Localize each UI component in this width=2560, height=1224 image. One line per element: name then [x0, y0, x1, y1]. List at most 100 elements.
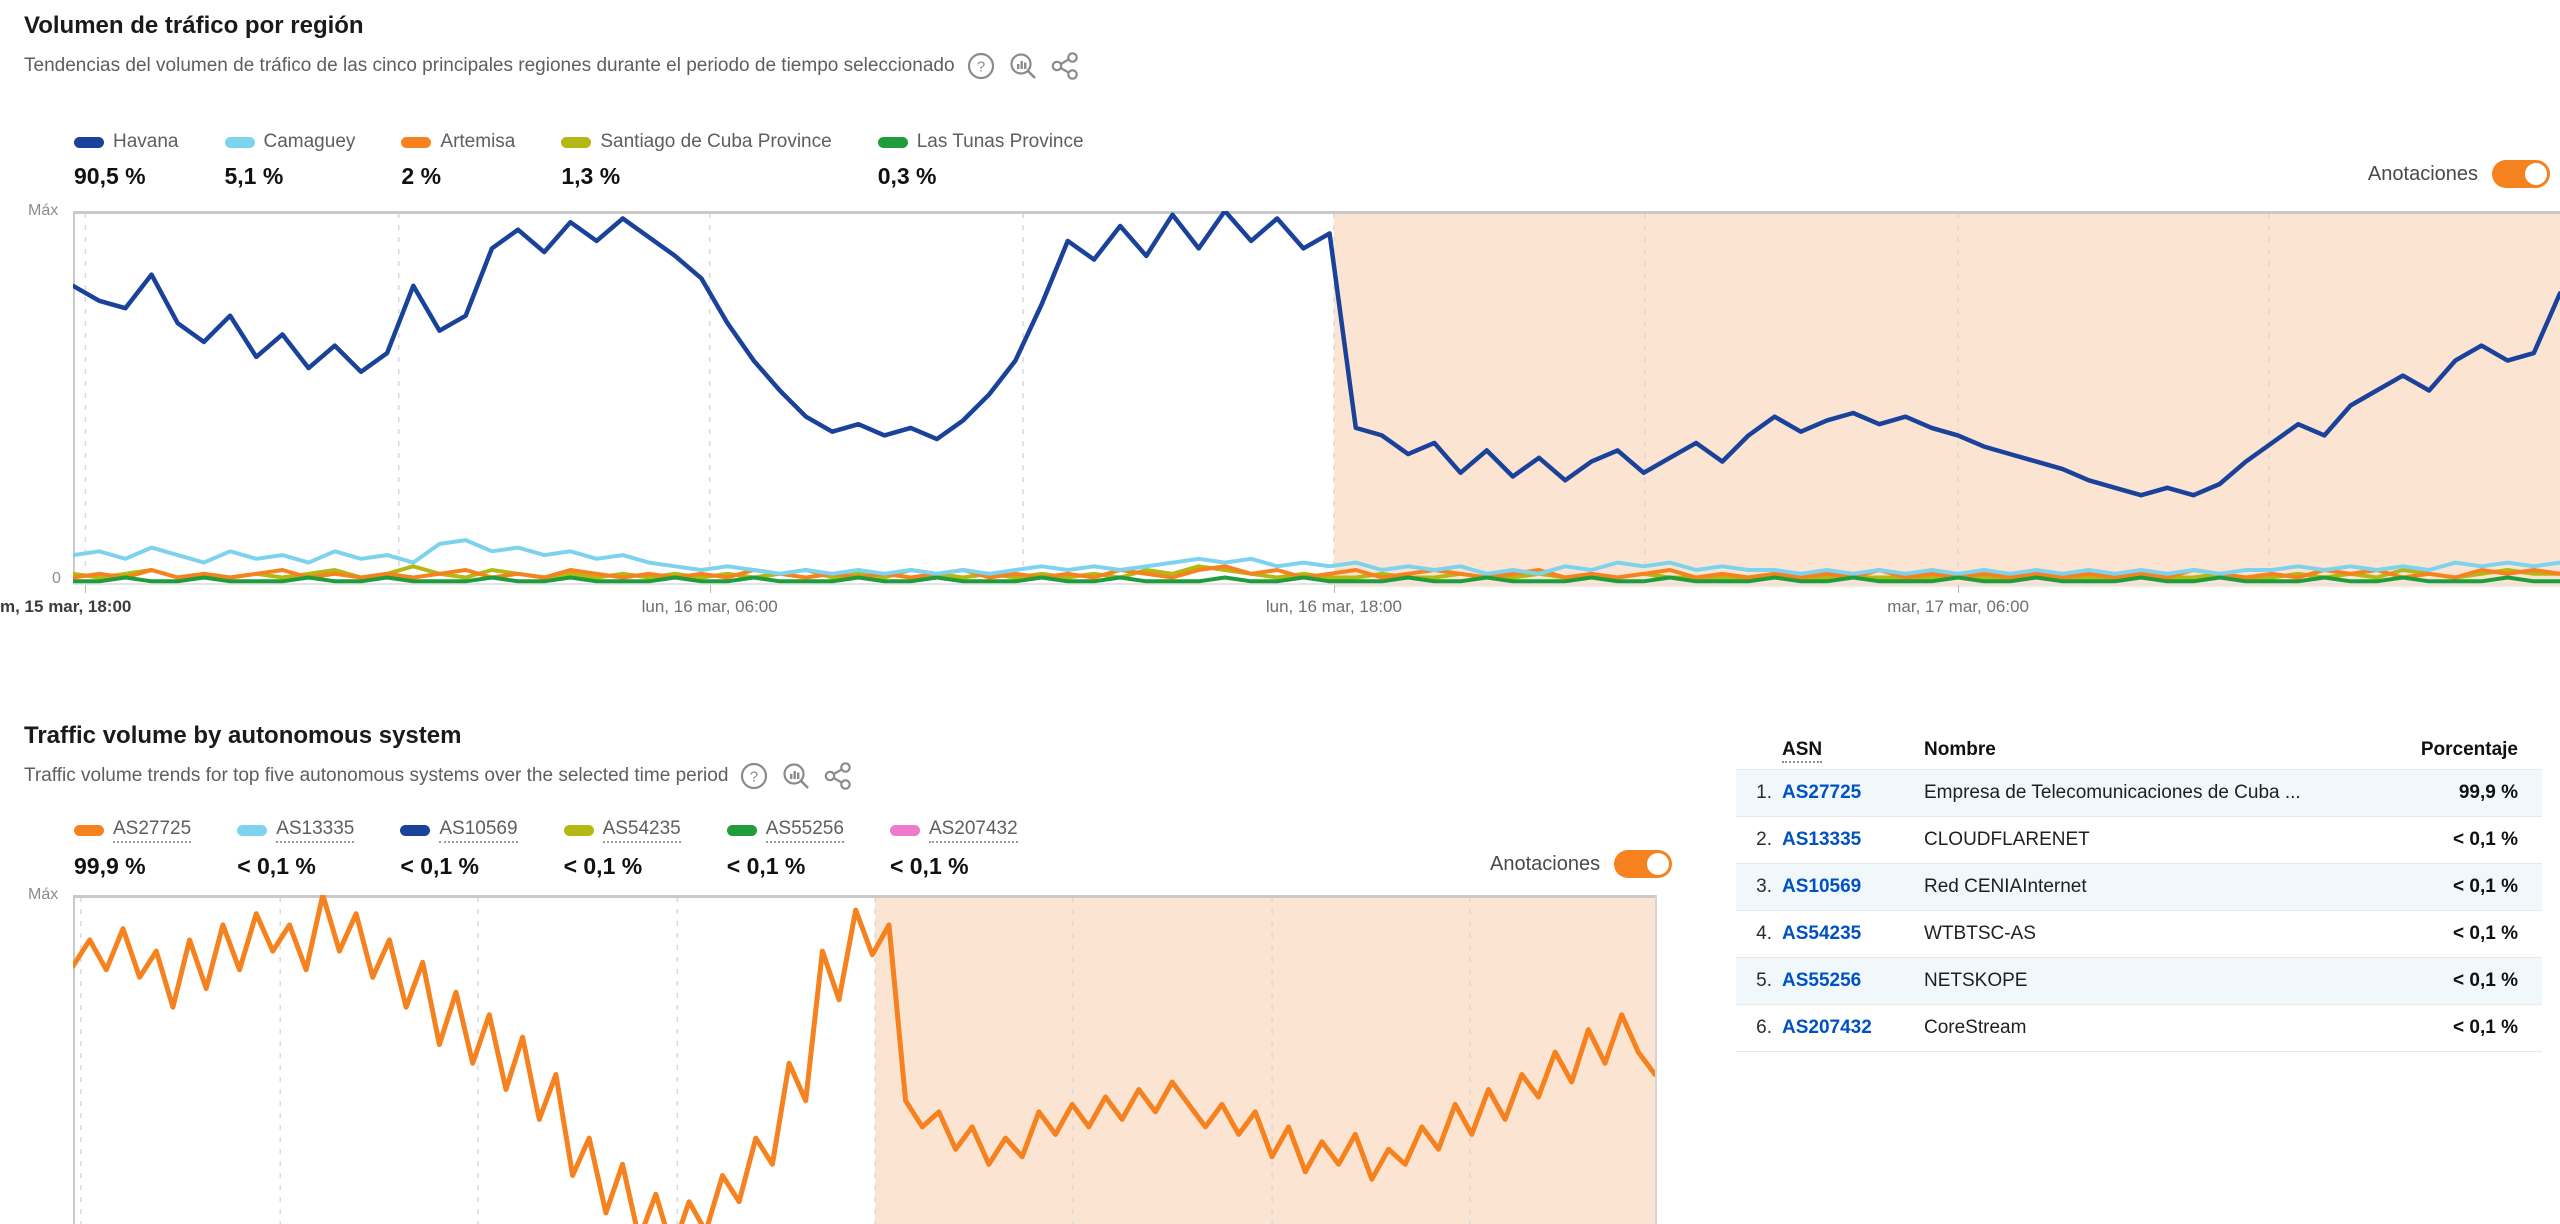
row-rank: 2. — [1756, 829, 1772, 850]
explore-chart-icon[interactable] — [780, 760, 812, 792]
chart-canvas — [73, 211, 2560, 587]
legend-value: 5,1 % — [224, 163, 284, 189]
asn-link[interactable]: AS207432 — [1782, 1017, 1872, 1038]
asn-legend: AS27725 99,9 % AS13335 < 0,1 % AS10569 < 0,1 … — [74, 818, 1064, 880]
legend-swatch — [563, 825, 594, 836]
legend-item-as55256[interactable]: AS55256 < 0,1 % — [726, 818, 844, 880]
legend-label[interactable]: AS54235 — [602, 818, 681, 843]
y-max-label: Máx — [28, 886, 59, 903]
legend-item-as54235[interactable]: AS54235 < 0,1 % — [563, 818, 681, 880]
row-rank: 4. — [1756, 923, 1772, 944]
legend-item-as10569[interactable]: AS10569 < 0,1 % — [400, 818, 518, 880]
toggle-knob — [1647, 853, 1670, 875]
legend-item-as207432[interactable]: AS207432 < 0,1 % — [889, 818, 1018, 880]
annotations-label: Anotaciones — [1490, 852, 1601, 875]
legend-item-las-tunas-province[interactable]: Las Tunas Province 0,3 % — [877, 131, 1084, 190]
legend-value: 90,5 % — [74, 163, 146, 189]
asn-table: ASN Nombre Porcentaje 1. AS27725 Empresa d… — [1736, 731, 2542, 1052]
x-axis-label: m, 15 mar, 18:00 — [0, 597, 132, 616]
x-axis-tick — [709, 585, 711, 593]
asn-link[interactable]: AS54235 — [1782, 923, 1862, 944]
region-traffic-chart[interactable] — [73, 211, 2560, 587]
asn-table-header: ASN Nombre Porcentaje — [1736, 731, 2542, 769]
help-icon[interactable]: ? — [965, 50, 997, 82]
annotations-toggle[interactable] — [2492, 160, 2550, 188]
asn-name: WTBTSC-AS — [1924, 923, 2036, 944]
asn-link[interactable]: AS10569 — [1782, 876, 1862, 897]
asn-percentage: < 0,1 % — [2453, 923, 2518, 944]
legend-value: 1,3 % — [561, 163, 621, 189]
share-icon[interactable] — [822, 760, 854, 792]
legend-item-as13335[interactable]: AS13335 < 0,1 % — [237, 818, 355, 880]
x-axis-label: lun, 16 mar, 18:00 — [1265, 597, 1402, 616]
y-zero-label: 0 — [52, 570, 61, 587]
table-row: 2. AS13335 CLOUDFLARENET < 0,1 % — [1736, 816, 2542, 863]
legend-swatch — [561, 136, 592, 148]
y-max-label: Máx — [28, 202, 59, 219]
legend-value: 99,9 % — [74, 853, 146, 879]
region-section-subtitle: Tendencias del volumen de tráfico de las… — [24, 55, 955, 76]
row-rank: 6. — [1756, 1017, 1772, 1038]
legend-label[interactable]: AS10569 — [439, 818, 518, 843]
legend-item-havana[interactable]: Havana 90,5 % — [74, 131, 179, 190]
legend-item-as27725[interactable]: AS27725 99,9 % — [74, 818, 192, 880]
x-axis-label: lun, 16 mar, 06:00 — [641, 597, 778, 616]
legend-swatch — [224, 136, 255, 148]
table-header-nombre: Nombre — [1924, 739, 1996, 760]
legend-swatch — [74, 136, 104, 148]
svg-text:?: ? — [750, 769, 758, 786]
explore-chart-icon[interactable] — [1007, 50, 1039, 82]
region-section-title: Volumen de tráfico por región — [24, 12, 364, 39]
legend-swatch — [401, 136, 432, 148]
asn-link[interactable]: AS55256 — [1782, 970, 1862, 991]
asn-traffic-chart[interactable] — [73, 895, 1657, 1224]
legend-item-santiago-de-cuba-province[interactable]: Santiago de Cuba Province 1,3 % — [561, 131, 832, 190]
table-header-porcentaje: Porcentaje — [2420, 739, 2518, 760]
legend-label: Artemisa — [440, 131, 516, 152]
legend-swatch — [726, 825, 757, 836]
row-rank: 3. — [1756, 876, 1772, 897]
chart-line-as27725 — [73, 895, 1655, 1224]
region-annotations-control: Anotaciones — [2368, 160, 2550, 188]
legend-value: 2 % — [401, 163, 442, 189]
asn-name: CLOUDFLARENET — [1924, 829, 2090, 850]
table-row: 4. AS54235 WTBTSC-AS < 0,1 % — [1736, 910, 2542, 957]
table-row: 5. AS55256 NETSKOPE < 0,1 % — [1736, 957, 2542, 1004]
legend-value: < 0,1 % — [563, 853, 643, 879]
chart-canvas — [73, 895, 1655, 1224]
asn-percentage: < 0,1 % — [2453, 876, 2518, 897]
asn-link[interactable]: AS13335 — [1782, 829, 1862, 850]
legend-swatch — [889, 825, 920, 836]
table-row: 1. AS27725 Empresa de Telecomunicaciones d… — [1736, 769, 2542, 816]
legend-value: 0,3 % — [877, 163, 937, 189]
row-rank: 5. — [1756, 970, 1772, 991]
legend-item-artemisa[interactable]: Artemisa 2 % — [401, 131, 515, 190]
chart-line-camaguey — [73, 538, 2560, 576]
table-header-asn[interactable]: ASN — [1782, 739, 1924, 763]
asn-percentage: < 0,1 % — [2453, 829, 2518, 850]
annotation-region — [1333, 211, 2560, 587]
legend-label[interactable]: AS13335 — [276, 818, 355, 843]
asn-section-subtitle: Traffic volume trends for top five auton… — [24, 765, 729, 786]
legend-value: < 0,1 % — [237, 853, 316, 879]
help-icon[interactable]: ? — [738, 760, 770, 792]
legend-swatch — [877, 136, 908, 148]
asn-name: Red CENIAInternet — [1924, 876, 2087, 897]
asn-section-title: Traffic volume by autonomous system — [24, 722, 462, 749]
legend-label[interactable]: AS207432 — [928, 818, 1018, 843]
legend-swatch — [400, 825, 431, 836]
legend-value: < 0,1 % — [889, 853, 969, 879]
legend-label: Santiago de Cuba Province — [600, 131, 832, 152]
asn-link[interactable]: AS27725 — [1782, 782, 1862, 803]
legend-label: Las Tunas Province — [916, 131, 1084, 152]
legend-label[interactable]: AS27725 — [113, 818, 192, 843]
legend-label[interactable]: AS55256 — [765, 818, 844, 843]
asn-percentage: < 0,1 % — [2453, 970, 2518, 991]
legend-item-camaguey[interactable]: Camaguey 5,1 % — [224, 131, 355, 190]
annotations-toggle[interactable] — [1614, 850, 1673, 878]
table-row: 6. AS207432 CoreStream < 0,1 % — [1736, 1004, 2542, 1052]
share-icon[interactable] — [1049, 50, 1081, 82]
svg-text:?: ? — [976, 59, 984, 76]
asn-name: Empresa de Telecomunicaciones de Cuba ..… — [1924, 782, 2301, 803]
annotations-label: Anotaciones — [2367, 162, 2478, 185]
